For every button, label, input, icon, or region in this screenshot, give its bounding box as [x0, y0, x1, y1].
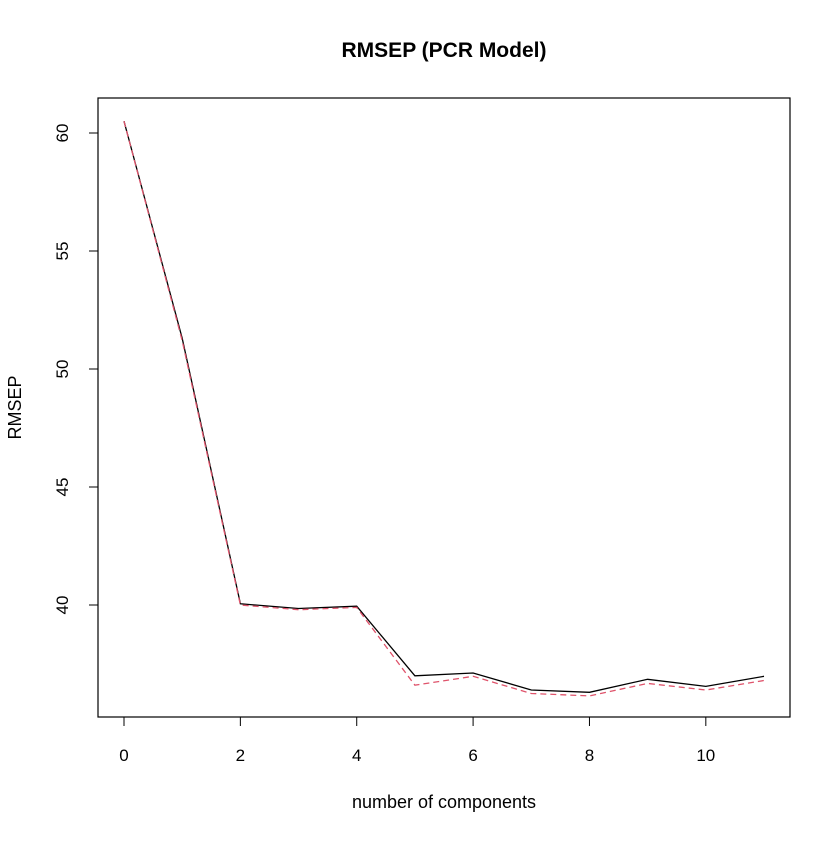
plot-frame: [97, 97, 791, 718]
x-tick-label: 4: [352, 746, 361, 765]
x-tick-label: 0: [119, 746, 128, 765]
series-layer: [123, 121, 765, 697]
x-tick-label: 8: [585, 746, 594, 765]
chart-title: RMSEP (PCR Model): [342, 39, 547, 62]
x-tick-label: 10: [696, 746, 715, 765]
y-tick-label: 50: [53, 360, 72, 379]
y-tick-label: 40: [53, 596, 72, 615]
y-axis: 40 45 50 55 60: [53, 124, 99, 615]
series-line-2: [123, 121, 765, 697]
series-line-1: [123, 121, 765, 693]
y-tick-label: 60: [53, 124, 72, 143]
y-axis-label: RMSEP: [5, 375, 25, 439]
x-tick-label: 6: [468, 746, 477, 765]
y-tick-label: 55: [53, 242, 72, 261]
y-tick-label: 45: [53, 478, 72, 497]
x-axis-label: number of components: [352, 792, 536, 812]
x-axis: 0 2 4 6 8 10: [119, 716, 715, 765]
x-tick-label: 2: [236, 746, 245, 765]
